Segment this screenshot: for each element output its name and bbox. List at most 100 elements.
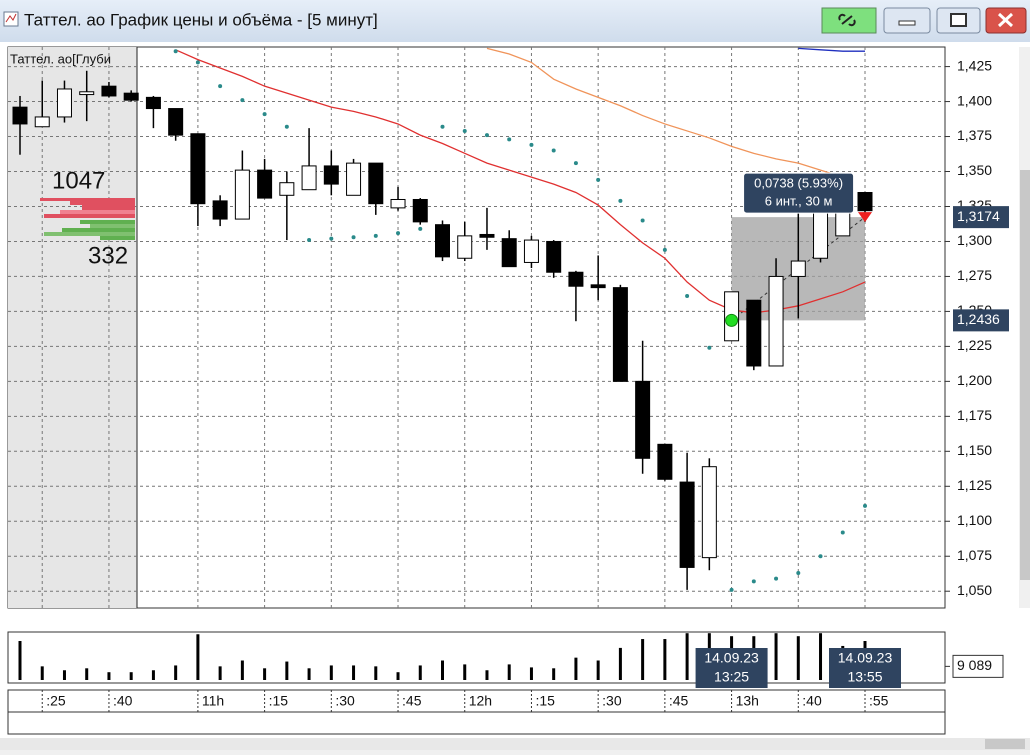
sar-dot	[729, 587, 734, 592]
candle-body	[857, 191, 873, 212]
volume-bar	[352, 665, 356, 680]
bid-bar	[62, 228, 135, 232]
ask-bar	[40, 198, 135, 201]
price-label-box	[953, 206, 1009, 229]
x-tick-label: :40	[802, 693, 822, 709]
volume-bar	[796, 636, 800, 680]
sar-dot	[373, 233, 378, 238]
time-label-date: 14.09.23	[838, 650, 893, 666]
volume-panel	[7, 631, 946, 684]
time-label-box	[829, 648, 901, 688]
candle-body	[768, 275, 784, 367]
scrollbar-thumb[interactable]	[1020, 170, 1030, 580]
y-tick-label: 1,225	[957, 337, 992, 353]
volume-bar	[485, 670, 489, 680]
minimize-icon	[898, 20, 916, 26]
volume-bar	[529, 667, 533, 680]
volume-bar	[329, 665, 333, 680]
volume-bar	[574, 657, 578, 680]
maximize-icon	[950, 13, 967, 27]
volume-bar	[151, 670, 155, 680]
candle-body	[746, 299, 762, 367]
volume-bar	[129, 672, 133, 680]
sar-dot	[396, 231, 401, 236]
candle-body	[813, 211, 829, 259]
volume-tick-box	[952, 654, 1004, 678]
sar-dot	[751, 579, 756, 584]
candle-body	[590, 284, 606, 289]
volume-bar	[218, 666, 222, 680]
volume-bar	[174, 665, 178, 680]
time-label-box	[695, 648, 768, 688]
time-label-time: 13:25	[714, 669, 749, 685]
candle-body	[257, 169, 273, 199]
link-icon	[838, 13, 856, 27]
sar-dot	[329, 236, 334, 241]
price-label: 1,2436	[957, 311, 1000, 327]
x-tick-label: :30	[335, 693, 355, 709]
volume-bar	[240, 660, 244, 680]
volume-bar	[196, 634, 200, 680]
scrollbar-thumb[interactable]	[985, 739, 1025, 749]
candle-body	[657, 443, 673, 480]
candle-body	[479, 233, 495, 238]
volume-bar	[663, 639, 667, 680]
order-book-panel	[8, 47, 137, 608]
volume-bar	[374, 666, 378, 680]
x-tick-label: 11h	[202, 693, 224, 709]
candle-body	[79, 91, 95, 96]
candle-body	[546, 240, 562, 273]
bid-bar	[90, 224, 135, 228]
time-label-date: 14.09.23	[704, 650, 759, 666]
x-tick-label: 13h	[736, 693, 759, 709]
price-label: 1,3174	[957, 208, 1000, 224]
sar-dot	[484, 133, 489, 138]
x-tick-label: :15	[535, 693, 555, 709]
volume-bar	[596, 660, 600, 680]
moving-average	[486, 47, 843, 178]
horizontal-scrollbar[interactable]	[0, 738, 1030, 750]
measure-label-box	[743, 172, 855, 214]
candle-body	[701, 466, 717, 559]
x-tick-label: :40	[113, 693, 133, 709]
volume-bar	[441, 660, 444, 680]
window-title: Таттел. ао График цены и объёма - [5 мин…	[24, 10, 378, 29]
volume-bar	[685, 633, 689, 680]
x-tick-label: :30	[602, 693, 622, 709]
sar-dot	[307, 238, 312, 243]
candle-body	[412, 198, 428, 223]
sar-dot	[507, 137, 512, 142]
sar-dot	[218, 84, 223, 89]
candle-body	[301, 165, 317, 191]
y-tick-label: 1,200	[957, 372, 992, 388]
sar-dot	[640, 218, 645, 223]
volume-bar	[62, 670, 66, 680]
candle-body	[279, 182, 295, 196]
candle-body	[56, 88, 72, 118]
candle-body	[568, 271, 584, 287]
sar-dot	[685, 294, 690, 299]
candle-body	[190, 133, 206, 205]
price-panel	[7, 46, 946, 609]
y-tick-label: 1,075	[957, 547, 992, 563]
volume-bar	[641, 639, 645, 680]
sar-dot	[529, 142, 534, 147]
volume-bar	[618, 647, 622, 680]
candle-body	[12, 106, 28, 125]
volume-bar	[307, 668, 311, 680]
time-label-time: 13:55	[847, 669, 882, 685]
y-tick-label: 1,050	[957, 582, 992, 598]
candle-body	[435, 224, 450, 258]
sar-dot	[195, 60, 200, 65]
y-tick-label: 1,125	[957, 477, 992, 493]
volume-tick-label: 9 089	[957, 657, 992, 673]
measure-change: 0,0738 (5.93%)	[754, 176, 843, 191]
volume-bar	[285, 661, 289, 680]
volume-bar	[507, 664, 511, 680]
link-button[interactable]	[821, 7, 877, 34]
ask-bar	[82, 205, 135, 210]
sar-dot	[440, 124, 445, 129]
sar-dot	[551, 148, 556, 153]
candle-body	[234, 169, 250, 220]
